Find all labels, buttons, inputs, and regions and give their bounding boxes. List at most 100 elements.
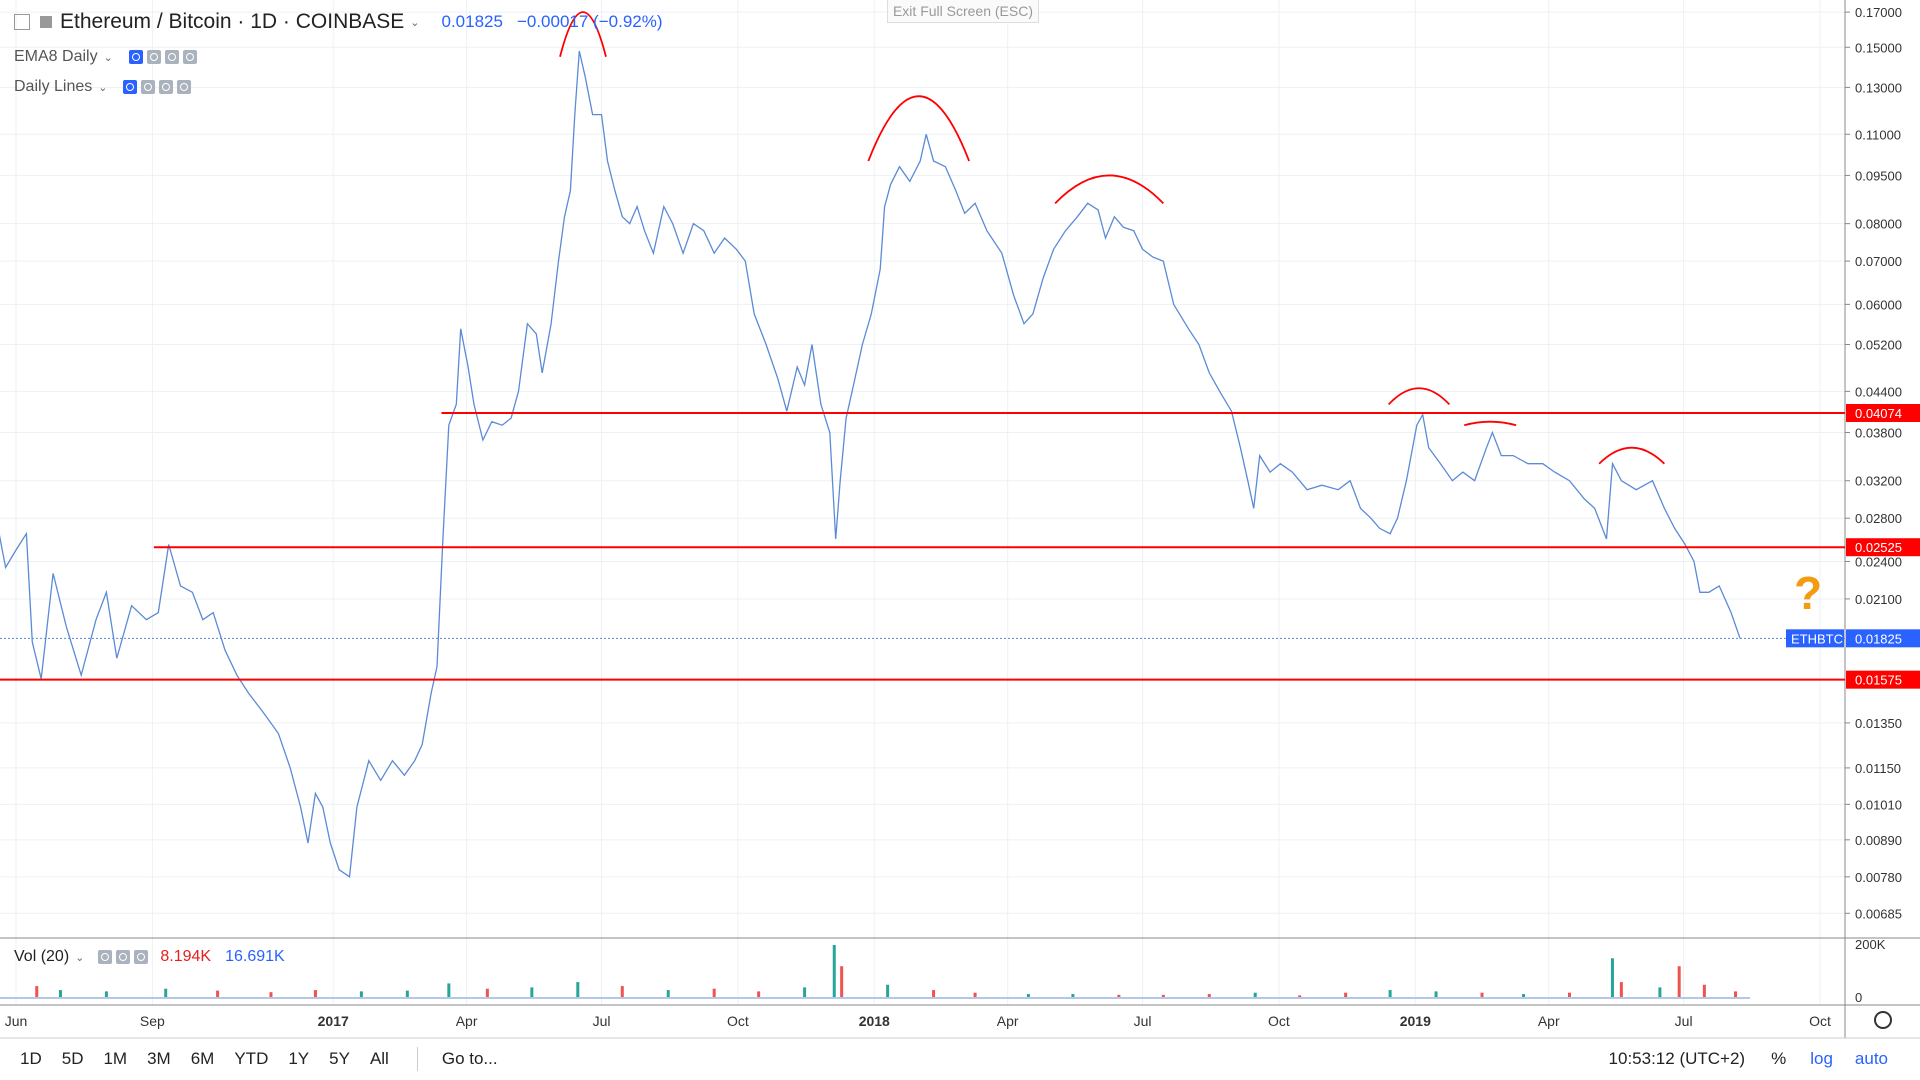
- x-tick-label: Sep: [140, 1013, 165, 1029]
- y-tick-label: 0.11000: [1855, 127, 1901, 142]
- collapse-icon[interactable]: [14, 14, 30, 30]
- y-tick-label: 0.00890: [1855, 833, 1902, 848]
- chevron-down-icon[interactable]: ⌄: [103, 51, 113, 64]
- range-button-5d[interactable]: 5D: [61, 1049, 84, 1068]
- volume-bar: [269, 992, 273, 998]
- volume-bar: [1677, 966, 1681, 998]
- y-tick-label: 0.13000: [1855, 80, 1902, 95]
- y-tick-label: 0.03800: [1855, 426, 1902, 441]
- visibility-icon[interactable]: [128, 50, 143, 64]
- volume-bar: [164, 988, 168, 998]
- range-button-5y[interactable]: 5Y: [329, 1049, 350, 1068]
- symbol-tag-bg: [1786, 629, 1844, 648]
- auto-toggle[interactable]: auto: [1854, 1049, 1888, 1068]
- volume-bar: [1702, 984, 1706, 998]
- arc-annotation: [867, 95, 970, 162]
- range-buttons: 1D 5D 1M 3M 6M YTD 1Y 5Y All: [0, 1049, 389, 1069]
- range-button-1m[interactable]: 1M: [103, 1049, 128, 1068]
- source-code-icon[interactable]: [159, 80, 174, 94]
- x-tick-label: 2017: [318, 1013, 349, 1029]
- volume-bar: [832, 945, 836, 998]
- y-tick-label: 0.06000: [1855, 297, 1902, 312]
- volume-bar: [757, 991, 761, 998]
- x-tick-label: 2018: [859, 1013, 890, 1029]
- indicator-row-daily-lines[interactable]: Daily Lines ⌄: [14, 78, 192, 96]
- volume-bar: [1480, 992, 1484, 998]
- range-button-3m[interactable]: 3M: [147, 1049, 171, 1068]
- price-label: 0.02525: [1855, 540, 1902, 555]
- volume-bar: [359, 991, 363, 998]
- volume-bar: [840, 966, 844, 998]
- y-tick-label: 0.01350: [1855, 716, 1902, 731]
- x-tick-label: 2019: [1400, 1013, 1431, 1029]
- volume-bar: [1253, 992, 1257, 998]
- arc-annotation: [1054, 174, 1164, 204]
- close-icon[interactable]: [182, 50, 197, 64]
- y-tick-label: 0.02400: [1855, 554, 1902, 569]
- gear-icon[interactable]: [1874, 1011, 1892, 1029]
- y-tick-label: 0.01150: [1855, 761, 1901, 776]
- chevron-down-icon[interactable]: ⌄: [75, 951, 85, 964]
- range-button-6m[interactable]: 6M: [190, 1049, 215, 1068]
- volume-bar: [932, 990, 936, 998]
- indicator-label[interactable]: Daily Lines: [14, 78, 93, 95]
- arc-annotation: [1598, 446, 1665, 465]
- exit-fullscreen-button[interactable]: Exit Full Screen (ESC): [887, 0, 1039, 23]
- range-button-1y[interactable]: 1Y: [288, 1049, 310, 1068]
- volume-bar: [313, 990, 317, 998]
- volume-bar: [973, 992, 977, 998]
- y-tick-label: 0.00780: [1855, 870, 1902, 885]
- goto-button[interactable]: Go to...: [441, 1049, 498, 1068]
- volume-value-1: 8.194K: [160, 948, 212, 965]
- volume-bar: [58, 990, 62, 998]
- indicator-row-ema8[interactable]: EMA8 Daily ⌄: [14, 48, 197, 66]
- volume-label[interactable]: Vol (20): [14, 948, 70, 965]
- price-change: −0.00017 (−0.92%): [516, 12, 663, 31]
- volume-bar: [803, 987, 807, 998]
- volume-bar: [620, 986, 624, 998]
- price-label-bg: [1846, 403, 1920, 422]
- price-label: 0.04074: [1855, 406, 1902, 421]
- chevron-down-icon[interactable]: ⌄: [98, 81, 108, 94]
- chevron-down-icon[interactable]: ⌄: [410, 16, 420, 29]
- x-tick-label: Jun: [5, 1013, 28, 1029]
- indicator-label[interactable]: EMA8 Daily: [14, 48, 98, 65]
- symbol-title[interactable]: Ethereum / Bitcoin · 1D · COINBASE: [60, 10, 405, 33]
- y-tick-label: 0.15000: [1855, 40, 1902, 55]
- x-tick-label: Apr: [456, 1013, 478, 1029]
- close-icon[interactable]: [177, 80, 192, 94]
- visibility-icon[interactable]: [123, 80, 138, 94]
- range-button-all[interactable]: All: [369, 1049, 389, 1068]
- volume-bar: [1434, 991, 1438, 998]
- settings-icon[interactable]: [146, 50, 161, 64]
- volume-bar: [1026, 994, 1030, 998]
- y-tick-label: 0.04400: [1855, 384, 1902, 399]
- settings-icon[interactable]: [141, 80, 156, 94]
- volume-bar: [1298, 995, 1302, 998]
- percent-toggle[interactable]: %: [1771, 1049, 1787, 1068]
- range-button-1d[interactable]: 1D: [20, 1049, 42, 1068]
- volume-bar: [216, 990, 220, 998]
- y-tick-label: 0.09500: [1855, 168, 1902, 183]
- arc-annotation: [1464, 420, 1517, 427]
- settings-icon[interactable]: [116, 950, 131, 964]
- x-tick-label: Apr: [997, 1013, 1019, 1029]
- volume-bar: [1658, 987, 1662, 998]
- range-button-ytd[interactable]: YTD: [234, 1049, 269, 1068]
- volume-bars: [0, 945, 1750, 999]
- close-icon[interactable]: [134, 950, 149, 964]
- source-code-icon[interactable]: [164, 50, 179, 64]
- arc-annotation: [559, 11, 607, 57]
- volume-axis-label: 0: [1855, 990, 1862, 1005]
- x-tick-label: Jul: [1134, 1013, 1152, 1029]
- price-label-bg: [1846, 670, 1920, 689]
- volume-bar: [1610, 958, 1614, 998]
- volume-bar: [104, 991, 108, 998]
- price-label: 0.01575: [1855, 673, 1902, 688]
- volume-bar: [1522, 994, 1526, 998]
- visibility-icon[interactable]: [98, 950, 113, 964]
- log-toggle[interactable]: log: [1810, 1049, 1833, 1068]
- clock[interactable]: 10:53:12 (UTC+2): [1608, 1049, 1746, 1068]
- volume-legend[interactable]: Vol (20) ⌄ 8.194K 16.691K: [14, 948, 285, 966]
